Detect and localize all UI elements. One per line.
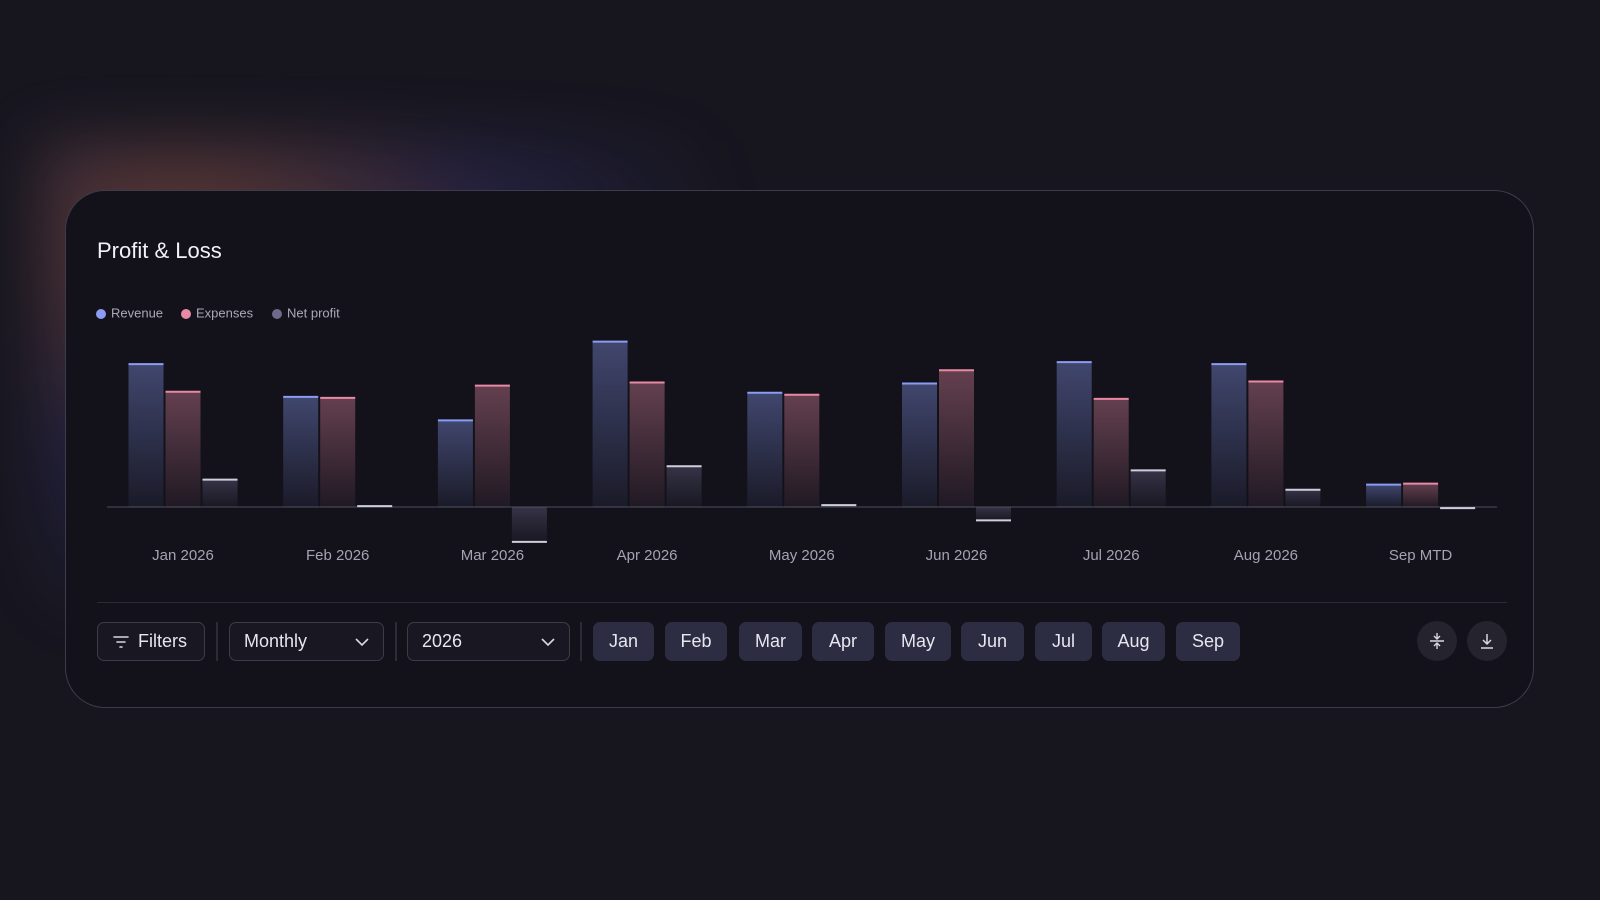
bar [976,507,1011,521]
collapse-button[interactable] [1417,621,1457,661]
bar [283,396,319,508]
x-tick-label: Sep MTD [1389,547,1453,564]
chevron [541,637,555,646]
legend-label: Revenue [111,305,163,320]
bar [1403,483,1439,508]
bar [784,394,820,508]
download-icon [1481,634,1493,649]
separator [216,622,218,661]
month-button[interactable]: Aug [1102,622,1165,661]
download-button[interactable] [1467,621,1507,661]
bar [747,392,783,508]
bar [629,382,665,508]
month-button[interactable]: Sep [1176,622,1240,661]
filters-button[interactable]: Filters [97,622,205,661]
bar [437,420,473,508]
x-tick-label: Feb 2026 [306,547,369,564]
period-dropdown[interactable]: Monthly [229,622,384,661]
bar [511,507,547,542]
bar [1285,489,1321,508]
bar [592,341,628,508]
bar [666,466,702,508]
bar [1093,398,1129,508]
chart-title: Profit & Loss [97,238,222,263]
legend-dot [96,309,106,319]
month-button[interactable]: Jun [961,622,1024,661]
bar [1211,364,1247,508]
x-tick-label: Mar 2026 [461,547,524,564]
divider [97,602,1507,603]
legend-label: Expenses [196,305,254,320]
x-tick-label: Jun 2026 [926,547,988,564]
legend-dot [181,309,191,319]
month-button[interactable]: Apr [812,622,874,661]
bar [128,364,164,508]
x-tick-label: May 2026 [769,547,835,564]
separator [395,622,397,661]
x-tick-label: Jul 2026 [1083,547,1140,564]
bar [1248,381,1284,508]
year-label: 2026 [422,631,463,651]
x-tick-label: Aug 2026 [1234,547,1298,564]
collapse-icon [1430,633,1444,649]
filter-icon [113,635,129,648]
separator [580,622,582,661]
bar [202,479,238,508]
x-tick-label: Jan 2026 [152,547,214,564]
filters-label: Filters [138,631,187,651]
period-label: Monthly [244,631,308,651]
year-dropdown[interactable]: 2026 [407,622,570,661]
month-button[interactable]: May [885,622,951,661]
bar [1130,470,1166,508]
chevron [355,637,369,646]
bar [902,383,937,508]
bar [320,397,356,508]
bar [821,505,857,508]
bar [474,385,510,508]
bar [1366,484,1402,508]
bar [939,370,974,508]
month-button[interactable]: Mar [739,622,802,661]
legend-dot [272,309,282,319]
bar [1056,362,1092,508]
legend-label: Net profit [287,305,340,320]
month-button[interactable]: Jul [1035,622,1092,661]
month-button[interactable]: Jan [593,622,654,661]
month-button[interactable]: Feb [665,622,727,661]
x-tick-label: Apr 2026 [617,547,678,564]
bar [165,391,201,508]
